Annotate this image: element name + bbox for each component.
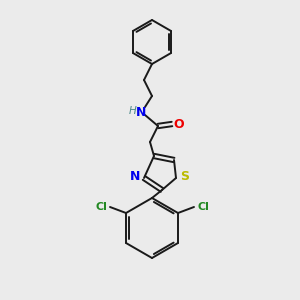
Text: N: N — [130, 169, 140, 182]
Text: O: O — [174, 118, 184, 130]
Text: Cl: Cl — [197, 202, 209, 212]
Text: H: H — [129, 106, 137, 116]
Text: N: N — [136, 106, 146, 118]
Text: Cl: Cl — [95, 202, 107, 212]
Text: S: S — [181, 169, 190, 182]
